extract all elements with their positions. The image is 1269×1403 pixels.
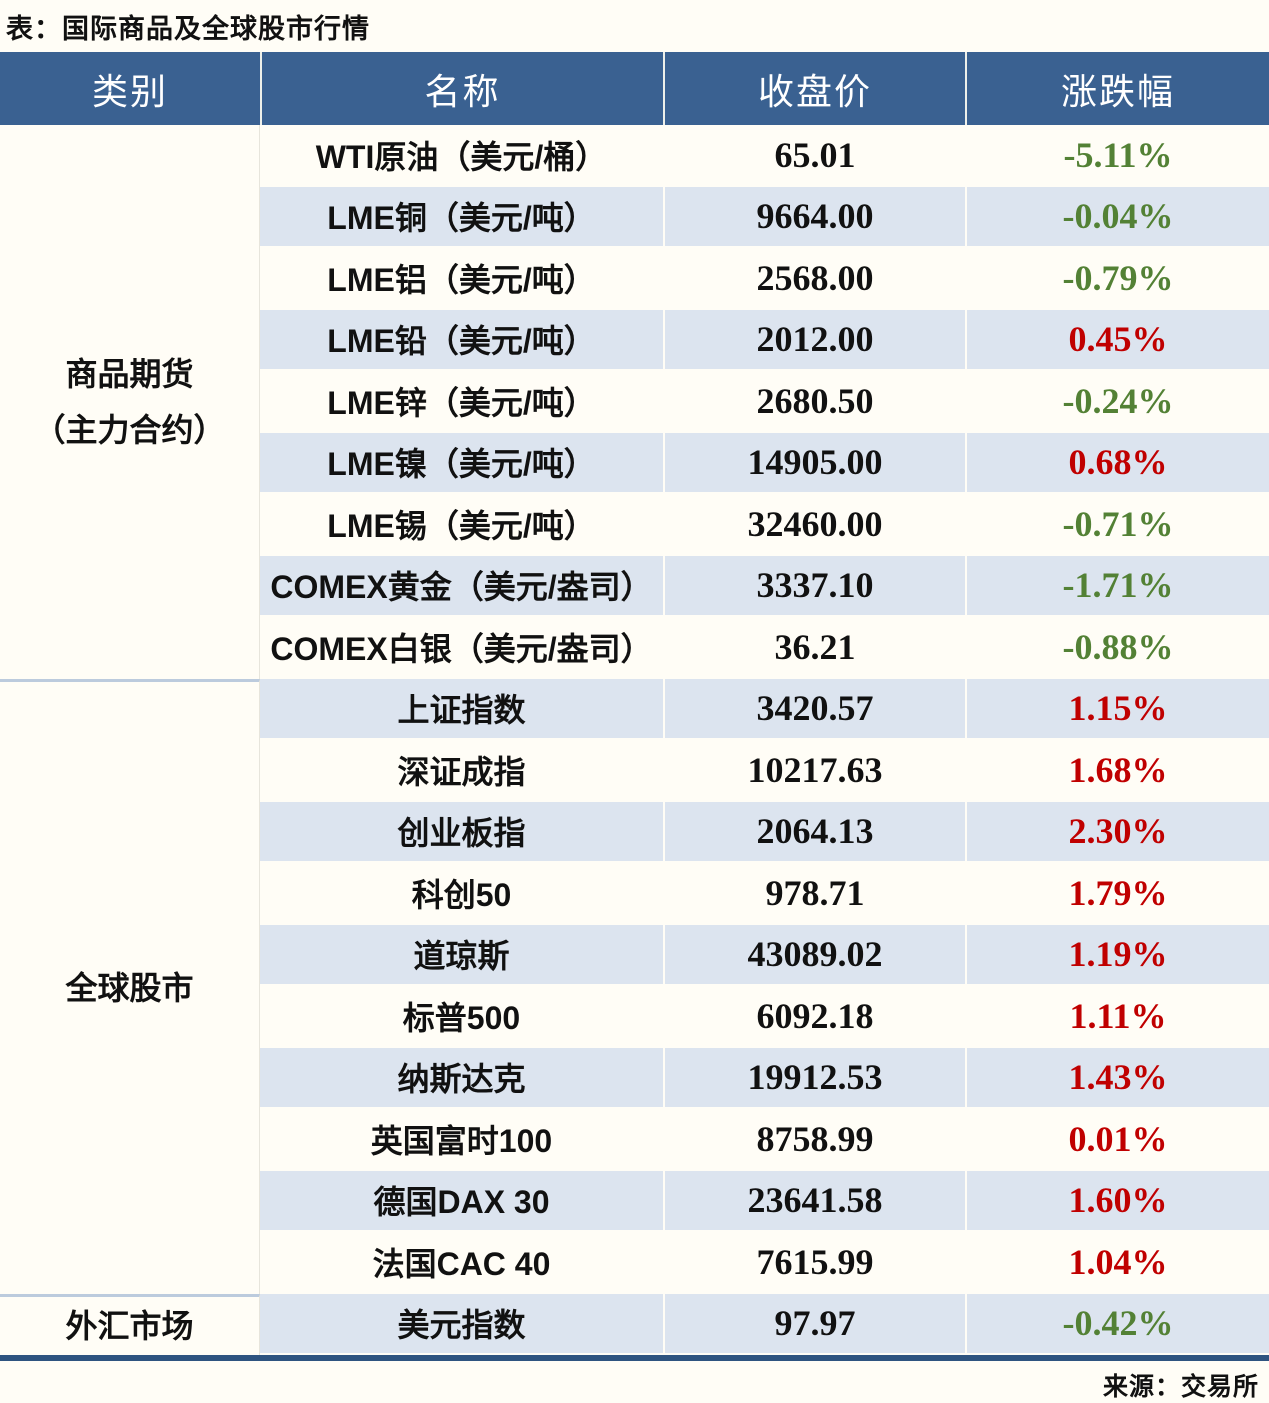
- name-cell: 德国DAX 30: [260, 1170, 663, 1232]
- close-cell: 36.21: [663, 617, 965, 679]
- header-close-price: 收盘价: [663, 52, 965, 125]
- change-cell: 1.43%: [965, 1047, 1269, 1109]
- change-cell: 1.68%: [965, 740, 1269, 802]
- table-row: 商品期货 （主力合约） WTI原油（美元/桶） 65.01 -5.11%: [0, 125, 1269, 679]
- change-cell: 1.19%: [965, 924, 1269, 986]
- change-cell: -0.88%: [965, 617, 1269, 679]
- close-cell: 3337.10: [663, 555, 965, 617]
- close-cell: 2012.00: [663, 309, 965, 371]
- name-cell: COMEX白银（美元/盎司）: [260, 617, 663, 679]
- table-row: LME铅（美元/吨） 2012.00 0.45%: [0, 309, 1269, 371]
- name-cell: 道琼斯: [260, 924, 663, 986]
- name-cell: LME锌（美元/吨）: [260, 371, 663, 433]
- close-cell: 10217.63: [663, 740, 965, 802]
- header-row: 类别 名称 收盘价 涨跌幅: [0, 52, 1269, 125]
- name-cell: 创业板指: [260, 801, 663, 863]
- table-row: 纳斯达克 19912.53 1.43%: [0, 1047, 1269, 1109]
- name-cell: LME铜（美元/吨）: [260, 186, 663, 248]
- close-cell: 43089.02: [663, 924, 965, 986]
- close-cell: 97.97: [663, 1293, 965, 1355]
- table-row: 深证成指 10217.63 1.68%: [0, 740, 1269, 802]
- change-cell: 0.01%: [965, 1109, 1269, 1171]
- name-cell: 科创50: [260, 863, 663, 925]
- table-row: COMEX黄金（美元/盎司） 3337.10 -1.71%: [0, 555, 1269, 617]
- name-cell: COMEX黄金（美元/盎司）: [260, 555, 663, 617]
- change-cell: -0.24%: [965, 371, 1269, 433]
- table-row: 德国DAX 30 23641.58 1.60%: [0, 1170, 1269, 1232]
- close-cell: 9664.00: [663, 186, 965, 248]
- close-cell: 2680.50: [663, 371, 965, 433]
- change-cell: -0.04%: [965, 186, 1269, 248]
- table-row: 外汇市场 美元指数 97.97 -0.42%: [0, 1293, 1269, 1355]
- name-cell: 上证指数: [260, 678, 663, 740]
- change-cell: -0.42%: [965, 1293, 1269, 1355]
- change-cell: -5.11%: [965, 125, 1269, 187]
- name-cell: 英国富时100: [260, 1109, 663, 1171]
- table-row: 标普500 6092.18 1.11%: [0, 986, 1269, 1048]
- table-row: LME锡（美元/吨） 32460.00 -0.71%: [0, 494, 1269, 556]
- close-cell: 7615.99: [663, 1232, 965, 1294]
- close-cell: 14905.00: [663, 432, 965, 494]
- table-body: 商品期货 （主力合约） WTI原油（美元/桶） 65.01 -5.11% LME铜（美元/…: [0, 125, 1269, 1355]
- table-row: 道琼斯 43089.02 1.19%: [0, 924, 1269, 986]
- close-cell: 2064.13: [663, 801, 965, 863]
- name-cell: 纳斯达克: [260, 1047, 663, 1109]
- change-cell: -0.79%: [965, 248, 1269, 310]
- table-row: COMEX白银（美元/盎司） 36.21 -0.88%: [0, 617, 1269, 679]
- name-cell: LME铅（美元/吨）: [260, 309, 663, 371]
- change-cell: 1.60%: [965, 1170, 1269, 1232]
- close-cell: 65.01: [663, 125, 965, 187]
- close-cell: 978.71: [663, 863, 965, 925]
- close-cell: 8758.99: [663, 1109, 965, 1171]
- category-label-line: 商品期货: [65, 355, 194, 392]
- source-label: 来源：交易所: [1102, 1373, 1259, 1401]
- close-cell: 19912.53: [663, 1047, 965, 1109]
- change-cell: 1.15%: [965, 678, 1269, 740]
- name-cell: 标普500: [260, 986, 663, 1048]
- change-cell: 2.30%: [965, 801, 1269, 863]
- category-cell: 商品期货 （主力合约）: [0, 125, 260, 679]
- page-title: 表：国际商品及全球股市行情: [6, 14, 370, 44]
- name-cell: 美元指数: [260, 1293, 663, 1355]
- change-cell: -1.71%: [965, 555, 1269, 617]
- table-row: LME铝（美元/吨） 2568.00 -0.79%: [0, 248, 1269, 310]
- table-bottom-border: [0, 1355, 1269, 1361]
- category-cell: 全球股市: [0, 678, 260, 1294]
- close-cell: 2568.00: [663, 248, 965, 310]
- close-cell: 3420.57: [663, 678, 965, 740]
- table-row: LME铜（美元/吨） 9664.00 -0.04%: [0, 186, 1269, 248]
- header-category: 类别: [0, 52, 260, 125]
- market-table: 类别 名称 收盘价 涨跌幅 商品期货 （主力合约） WTI原油（美元/桶） 65.01…: [0, 52, 1269, 1355]
- table-row: LME镍（美元/吨） 14905.00 0.68%: [0, 432, 1269, 494]
- name-cell: LME铝（美元/吨）: [260, 248, 663, 310]
- table-row: 科创50 978.71 1.79%: [0, 863, 1269, 925]
- header-change-percent: 涨跌幅: [965, 52, 1269, 125]
- table-row: 全球股市 上证指数 3420.57 1.15%: [0, 678, 1269, 1294]
- close-cell: 32460.00: [663, 494, 965, 556]
- name-cell: LME镍（美元/吨）: [260, 432, 663, 494]
- change-cell: 0.68%: [965, 432, 1269, 494]
- name-cell: 深证成指: [260, 740, 663, 802]
- category-label-line: （主力合约）: [33, 411, 226, 448]
- header-name: 名称: [260, 52, 663, 125]
- table-row: 法国CAC 40 7615.99 1.04%: [0, 1232, 1269, 1294]
- table-row: LME锌（美元/吨） 2680.50 -0.24%: [0, 371, 1269, 433]
- change-cell: 1.79%: [965, 863, 1269, 925]
- name-cell: 法国CAC 40: [260, 1232, 663, 1294]
- change-cell: 1.11%: [965, 986, 1269, 1048]
- category-label-line: 外汇市场: [65, 1307, 194, 1344]
- close-cell: 23641.58: [663, 1170, 965, 1232]
- change-cell: 0.45%: [965, 309, 1269, 371]
- table-header: 类别 名称 收盘价 涨跌幅: [0, 52, 1269, 125]
- name-cell: LME锡（美元/吨）: [260, 494, 663, 556]
- change-cell: 1.04%: [965, 1232, 1269, 1294]
- category-label-line: 全球股市: [65, 969, 194, 1006]
- category-cell: 外汇市场: [0, 1293, 260, 1355]
- name-cell: WTI原油（美元/桶）: [260, 125, 663, 187]
- change-cell: -0.71%: [965, 494, 1269, 556]
- table-row: 创业板指 2064.13 2.30%: [0, 801, 1269, 863]
- table-row: 英国富时100 8758.99 0.01%: [0, 1109, 1269, 1171]
- close-cell: 6092.18: [663, 986, 965, 1048]
